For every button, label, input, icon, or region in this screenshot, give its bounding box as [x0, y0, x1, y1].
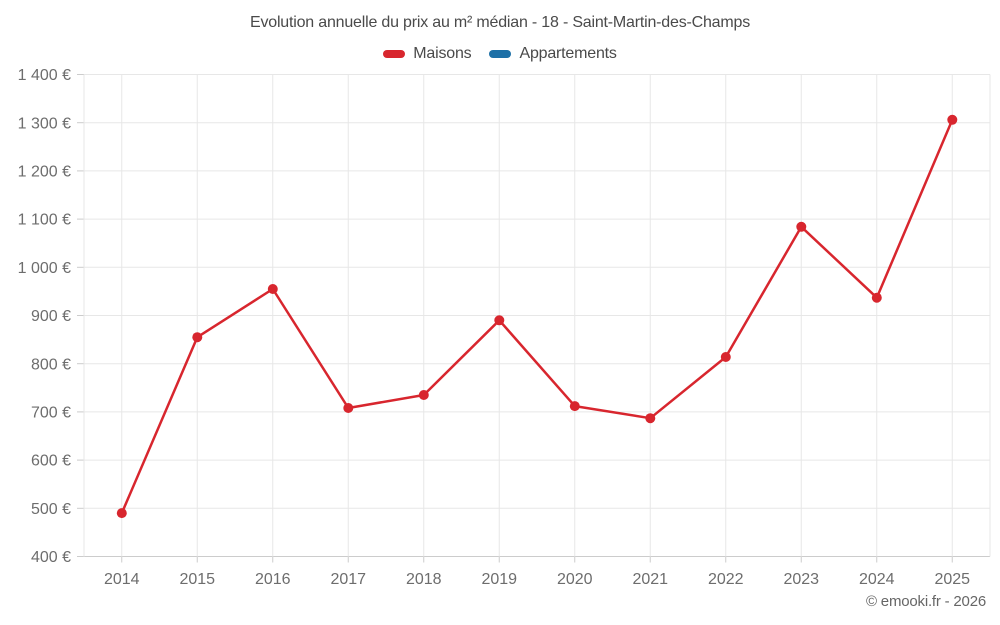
- maisons-data-point-2017[interactable]: [343, 403, 354, 413]
- legend-label-maisons: Maisons: [413, 45, 472, 62]
- maisons-data-point-2023[interactable]: [796, 221, 807, 232]
- maisons-data-point-2020[interactable]: [569, 401, 580, 412]
- y-axis-label: 900 €: [31, 308, 71, 325]
- y-axis-label: 600 €: [31, 453, 71, 470]
- maisons-data-point-2016[interactable]: [267, 284, 278, 294]
- legend-label-appartements: Appartements: [519, 45, 617, 62]
- y-axis-label: 1 100 €: [18, 212, 71, 229]
- x-axis-label: 2024: [859, 571, 895, 588]
- x-axis-label: 2018: [406, 571, 442, 588]
- maisons-data-point-2021[interactable]: [645, 413, 656, 424]
- maisons-data-point-2022[interactable]: [720, 352, 731, 362]
- maisons-data-point-2019[interactable]: [494, 315, 505, 326]
- y-axis-label: 500 €: [31, 501, 71, 518]
- legend-item-appartements[interactable]: Appartements: [489, 45, 617, 63]
- y-axis-label: 1 200 €: [18, 164, 71, 181]
- x-axis-label: 2016: [255, 571, 291, 588]
- y-axis-label: 1 000 €: [18, 260, 71, 277]
- x-axis-label: 2022: [708, 571, 744, 588]
- x-axis-label: 2014: [104, 571, 140, 588]
- x-axis-label: 2019: [481, 571, 517, 588]
- legend-item-maisons[interactable]: Maisons: [383, 45, 472, 63]
- maisons-series-swatch-icon: [383, 50, 406, 58]
- maisons-data-point-2015[interactable]: [192, 332, 203, 343]
- x-axis-label: 2021: [632, 571, 668, 588]
- maisons-series-line: [120, 118, 954, 515]
- appartements-series-swatch-icon: [489, 50, 512, 58]
- y-axis-label: 1 400 €: [18, 67, 71, 84]
- x-axis-label: 2020: [557, 571, 593, 588]
- x-axis-label: 2015: [179, 571, 215, 588]
- maisons-data-point-2025[interactable]: [947, 114, 958, 125]
- y-axis-label: 800 €: [31, 356, 71, 373]
- y-axis-label: 700 €: [31, 405, 71, 422]
- chart-title: Evolution annuelle du prix au m² médian …: [249, 14, 751, 31]
- legend: Maisons Appartements: [0, 45, 1000, 63]
- x-axis-label: 2025: [934, 571, 970, 588]
- y-axis-label: 400 €: [31, 549, 71, 566]
- x-axis-label: 2023: [783, 571, 819, 588]
- maisons-data-point-2018[interactable]: [418, 390, 429, 400]
- maisons-data-point-2024[interactable]: [871, 292, 882, 303]
- y-axis-label: 1 300 €: [18, 115, 71, 132]
- maisons-data-point-2014[interactable]: [116, 508, 127, 519]
- copyright-note: © emooki.fr - 2026: [865, 593, 986, 610]
- x-axis-label: 2017: [330, 571, 366, 588]
